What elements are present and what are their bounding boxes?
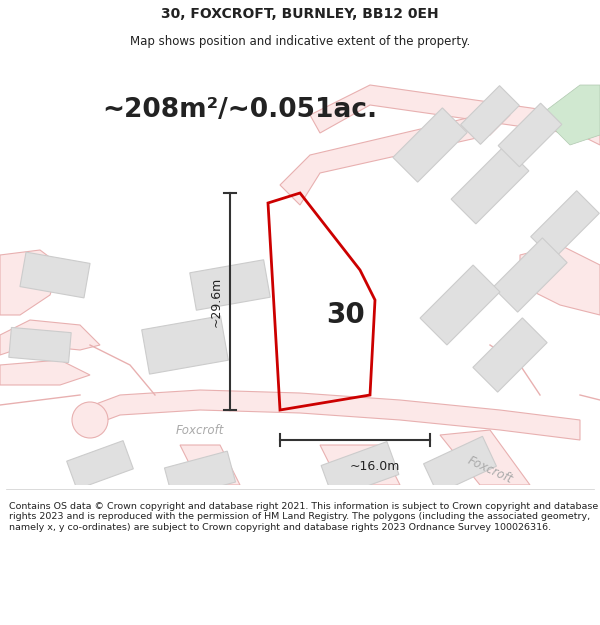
Text: Contains OS data © Crown copyright and database right 2021. This information is : Contains OS data © Crown copyright and d… bbox=[9, 502, 598, 532]
Polygon shape bbox=[320, 445, 400, 485]
Text: ~29.6m: ~29.6m bbox=[209, 276, 223, 327]
Polygon shape bbox=[280, 115, 510, 205]
Polygon shape bbox=[142, 316, 228, 374]
Polygon shape bbox=[9, 328, 71, 362]
Polygon shape bbox=[473, 318, 547, 392]
Text: Map shows position and indicative extent of the property.: Map shows position and indicative extent… bbox=[130, 35, 470, 48]
Polygon shape bbox=[180, 445, 240, 485]
Polygon shape bbox=[0, 320, 100, 355]
Polygon shape bbox=[420, 265, 500, 345]
Polygon shape bbox=[451, 146, 529, 224]
Polygon shape bbox=[310, 85, 600, 145]
Polygon shape bbox=[0, 250, 60, 315]
Text: Foxcroft: Foxcroft bbox=[466, 454, 515, 486]
Polygon shape bbox=[520, 245, 600, 315]
Text: 30, FOXCROFT, BURNLEY, BB12 0EH: 30, FOXCROFT, BURNLEY, BB12 0EH bbox=[161, 7, 439, 21]
Polygon shape bbox=[540, 85, 600, 145]
Polygon shape bbox=[80, 390, 580, 440]
Circle shape bbox=[72, 402, 108, 438]
Polygon shape bbox=[0, 360, 90, 385]
Polygon shape bbox=[440, 430, 530, 485]
Text: 30: 30 bbox=[326, 301, 365, 329]
Text: Foxcroft: Foxcroft bbox=[176, 424, 224, 436]
Polygon shape bbox=[498, 103, 562, 167]
Polygon shape bbox=[321, 442, 399, 498]
Polygon shape bbox=[393, 108, 467, 182]
Polygon shape bbox=[493, 238, 567, 312]
Text: ~208m²/~0.051ac.: ~208m²/~0.051ac. bbox=[103, 97, 377, 123]
Polygon shape bbox=[164, 451, 236, 499]
Polygon shape bbox=[67, 441, 133, 489]
Polygon shape bbox=[531, 191, 599, 259]
Polygon shape bbox=[461, 86, 520, 144]
Polygon shape bbox=[424, 436, 496, 494]
Polygon shape bbox=[20, 252, 90, 298]
Polygon shape bbox=[190, 260, 270, 310]
Text: ~16.0m: ~16.0m bbox=[350, 460, 400, 473]
